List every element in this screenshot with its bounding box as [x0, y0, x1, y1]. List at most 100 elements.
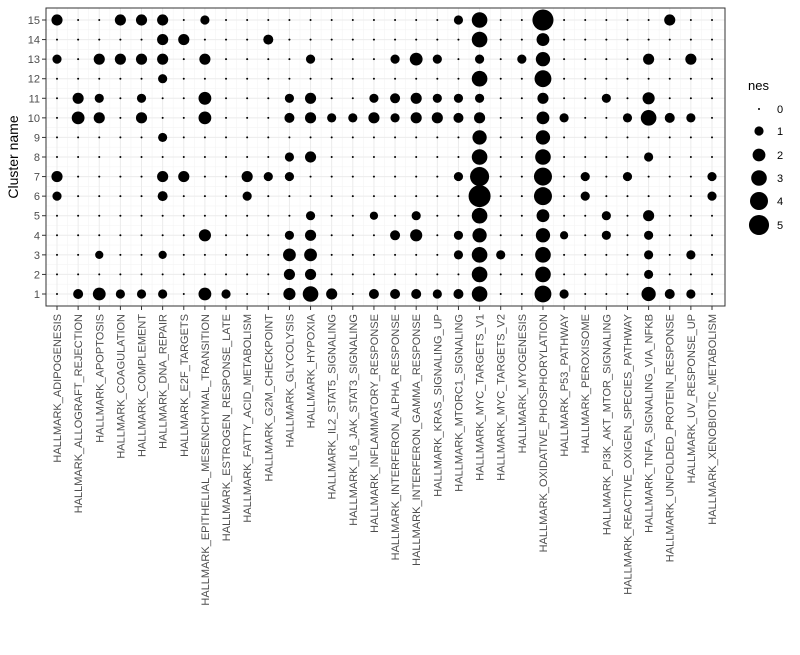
dot — [415, 156, 418, 158]
dot — [536, 209, 550, 223]
dot — [309, 19, 312, 21]
x-tick-label: HALLMARK_DNA_REPAIR — [158, 314, 170, 449]
dot — [351, 38, 354, 41]
dot — [584, 97, 587, 100]
dot — [330, 253, 333, 256]
dot — [161, 116, 164, 119]
y-tick-label: 3 — [34, 250, 40, 262]
dot — [203, 214, 206, 217]
dot — [283, 287, 296, 301]
dot — [644, 152, 654, 162]
dot — [288, 136, 291, 139]
dot — [626, 136, 629, 139]
dot — [685, 53, 697, 65]
dot — [520, 253, 523, 256]
dot — [288, 77, 291, 80]
dot — [140, 195, 143, 198]
dot — [605, 19, 608, 21]
dot — [114, 14, 126, 26]
y-tick-label: 15 — [28, 15, 40, 27]
dot — [533, 167, 552, 186]
dot — [605, 273, 608, 276]
dot — [390, 93, 401, 104]
dot — [77, 19, 80, 21]
dot — [436, 156, 439, 158]
dot — [199, 53, 211, 65]
dot — [77, 195, 80, 198]
dot — [225, 273, 228, 276]
dot — [664, 289, 675, 299]
dot — [520, 77, 523, 80]
dot — [200, 15, 210, 25]
dot — [499, 195, 502, 198]
dot — [457, 58, 460, 61]
dot — [601, 211, 611, 221]
dot — [394, 38, 397, 41]
dot — [182, 97, 185, 100]
dot — [601, 230, 611, 240]
dot — [471, 207, 488, 224]
dot — [432, 289, 442, 299]
dot — [140, 214, 143, 217]
dot — [246, 19, 249, 21]
dot — [372, 77, 375, 80]
dot — [689, 77, 692, 80]
dot — [140, 77, 143, 80]
dot — [51, 171, 63, 183]
dot — [686, 289, 696, 299]
dot — [559, 289, 569, 299]
dot — [309, 38, 312, 41]
dot — [182, 116, 185, 119]
dot — [474, 93, 485, 103]
dot — [203, 38, 206, 41]
dot — [622, 113, 633, 123]
dot — [453, 289, 464, 299]
dot — [647, 19, 650, 21]
dot — [390, 230, 401, 241]
dot — [182, 156, 185, 158]
dot — [225, 195, 228, 198]
dot — [470, 167, 490, 187]
dot — [626, 97, 629, 100]
dot — [711, 116, 713, 119]
dot — [457, 156, 460, 158]
dot — [626, 58, 629, 61]
dot — [643, 53, 655, 65]
x-tick-label: HALLMARK_PEROXISOME — [580, 314, 592, 453]
y-tick-label: 4 — [34, 230, 40, 242]
dot — [457, 273, 460, 276]
dot — [563, 58, 566, 61]
dot — [689, 195, 692, 198]
dot — [394, 253, 397, 256]
dot — [415, 136, 418, 139]
dot — [203, 253, 206, 256]
legend-label: 2 — [777, 150, 783, 162]
dot — [436, 195, 439, 198]
dot — [584, 156, 587, 158]
dot — [182, 273, 185, 276]
dot — [536, 111, 550, 125]
dot — [241, 171, 253, 183]
dot — [436, 38, 439, 41]
legend-dot — [751, 170, 767, 186]
dot — [534, 285, 552, 303]
dot — [584, 293, 587, 295]
y-tick-label: 6 — [34, 191, 40, 203]
dot — [119, 38, 122, 41]
dot — [411, 289, 422, 299]
dot — [537, 92, 549, 104]
y-tick-label: 12 — [28, 74, 40, 86]
dot — [330, 136, 333, 139]
dot — [626, 293, 629, 295]
dot — [267, 234, 270, 237]
dot — [304, 268, 317, 280]
dot — [605, 175, 608, 178]
dot — [267, 273, 270, 276]
dot — [415, 273, 418, 276]
dot — [267, 195, 270, 198]
x-tick-label: HALLMARK_INFLAMMATORY_RESPONSE — [369, 314, 381, 533]
x-tick-label: HALLMARK_ALLOGRAFT_REJECTION — [73, 314, 85, 513]
dot — [140, 253, 143, 256]
dot — [707, 171, 717, 182]
